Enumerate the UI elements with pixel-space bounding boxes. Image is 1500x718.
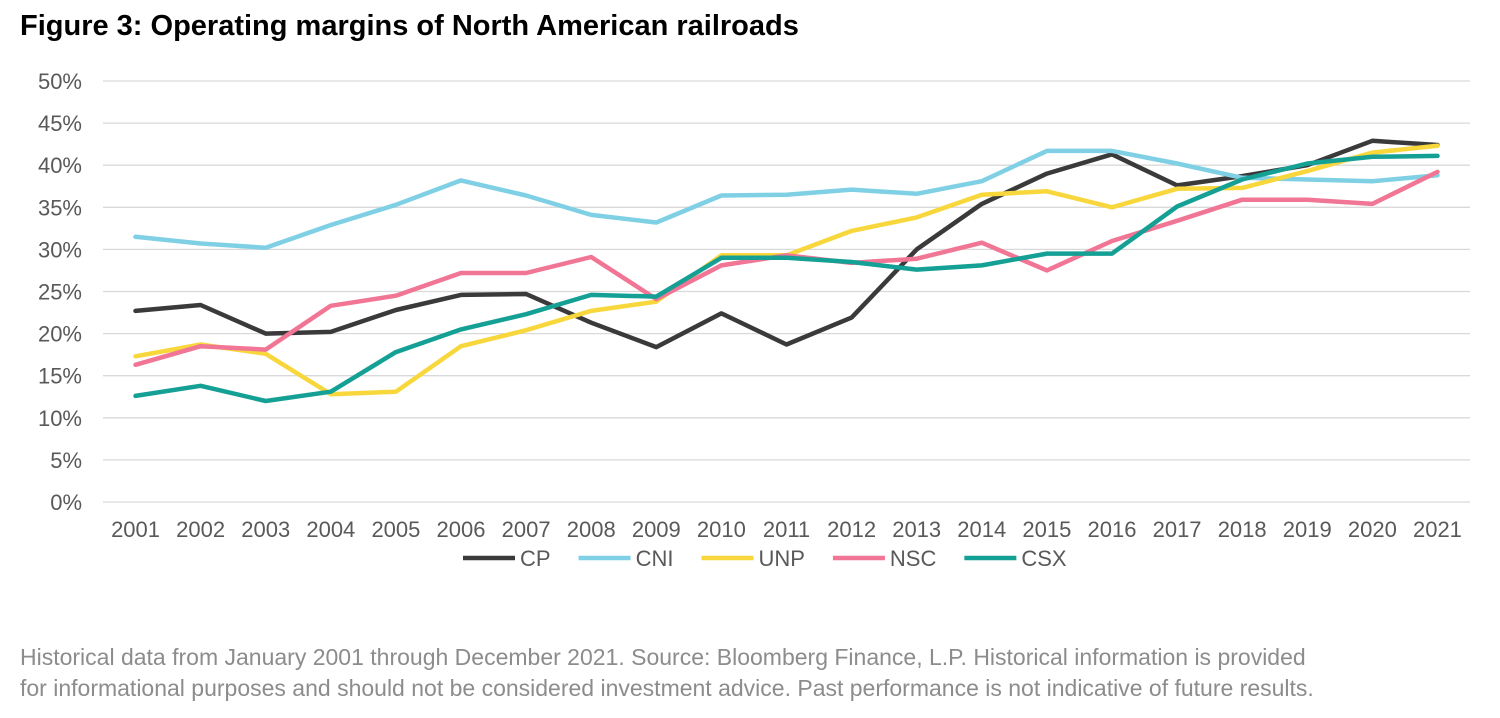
y-tick-label: 50% [38,69,82,94]
x-tick-label: 2021 [1413,517,1462,542]
x-tick-label: 2016 [1087,517,1136,542]
x-tick-label: 2009 [632,517,681,542]
x-tick-label: 2004 [306,517,355,542]
series-line-cp [133,138,1440,350]
x-tick-label: 2006 [437,517,486,542]
legend-item-cni: CNI [578,546,674,571]
legend-item-csx: CSX [964,546,1067,571]
x-tick-label: 2019 [1283,517,1332,542]
chart-title: Figure 3: Operating margins of North Ame… [20,10,799,42]
x-tick-label: 2012 [827,517,876,542]
series-line-cni [133,148,1440,250]
footnote-line-1: Historical data from January 2001 throug… [20,644,1306,670]
legend: CP CNI UNP NSC CSX [463,546,1067,571]
series-line-unp [133,143,1440,397]
x-tick-label: 2013 [892,517,941,542]
line-chart: 0% 5% 10% 15% 20% 25% 30% 35% 40% 45% 50% 2001 2002… [38,69,1470,571]
legend-item-nsc: NSC [832,546,937,571]
x-tick-label: 2008 [567,517,616,542]
x-tick-label: 2017 [1153,517,1202,542]
legend-item-unp: UNP [701,546,805,571]
y-axis-tick-labels: 0% 5% 10% 15% 20% 25% 30% 35% 40% 45% 50% [38,69,82,515]
x-tick-label: 2018 [1218,517,1267,542]
x-tick-label: 2002 [176,517,225,542]
x-tick-label: 2010 [697,517,746,542]
y-tick-label: 45% [38,111,82,136]
legend-label: CNI [636,546,674,571]
series-lines [133,138,1440,404]
y-tick-label: 5% [50,448,82,473]
y-tick-label: 15% [38,364,82,389]
y-tick-label: 35% [38,195,82,220]
x-tick-label: 2003 [241,517,290,542]
footnote: Historical data from January 2001 throug… [20,642,1485,704]
y-tick-label: 0% [50,490,82,515]
x-tick-label: 2020 [1348,517,1397,542]
y-tick-label: 20% [38,322,82,347]
gridlines [103,80,1470,503]
x-axis-tick-labels: 2001 2002 2003 2004 2005 2006 2007 2008 2009 2010… [111,517,1462,542]
series-line-nsc [133,169,1440,368]
x-tick-label: 2005 [371,517,420,542]
x-tick-label: 2014 [957,517,1006,542]
legend-item-cp: CP [463,546,551,571]
legend-label: CSX [1021,546,1067,571]
y-tick-label: 30% [38,237,82,262]
x-tick-label: 2011 [763,517,810,542]
series-line-csx [133,153,1440,404]
y-tick-label: 10% [38,406,82,431]
legend-label: CP [520,546,551,571]
y-tick-label: 40% [38,153,82,178]
x-tick-label: 2001 [111,517,160,542]
legend-label: NSC [890,546,937,571]
legend-label: UNP [758,546,804,571]
x-tick-label: 2015 [1022,517,1071,542]
footnote-line-2: for informational purposes and should no… [20,675,1314,701]
y-tick-label: 25% [38,280,82,305]
x-tick-label: 2007 [502,517,551,542]
